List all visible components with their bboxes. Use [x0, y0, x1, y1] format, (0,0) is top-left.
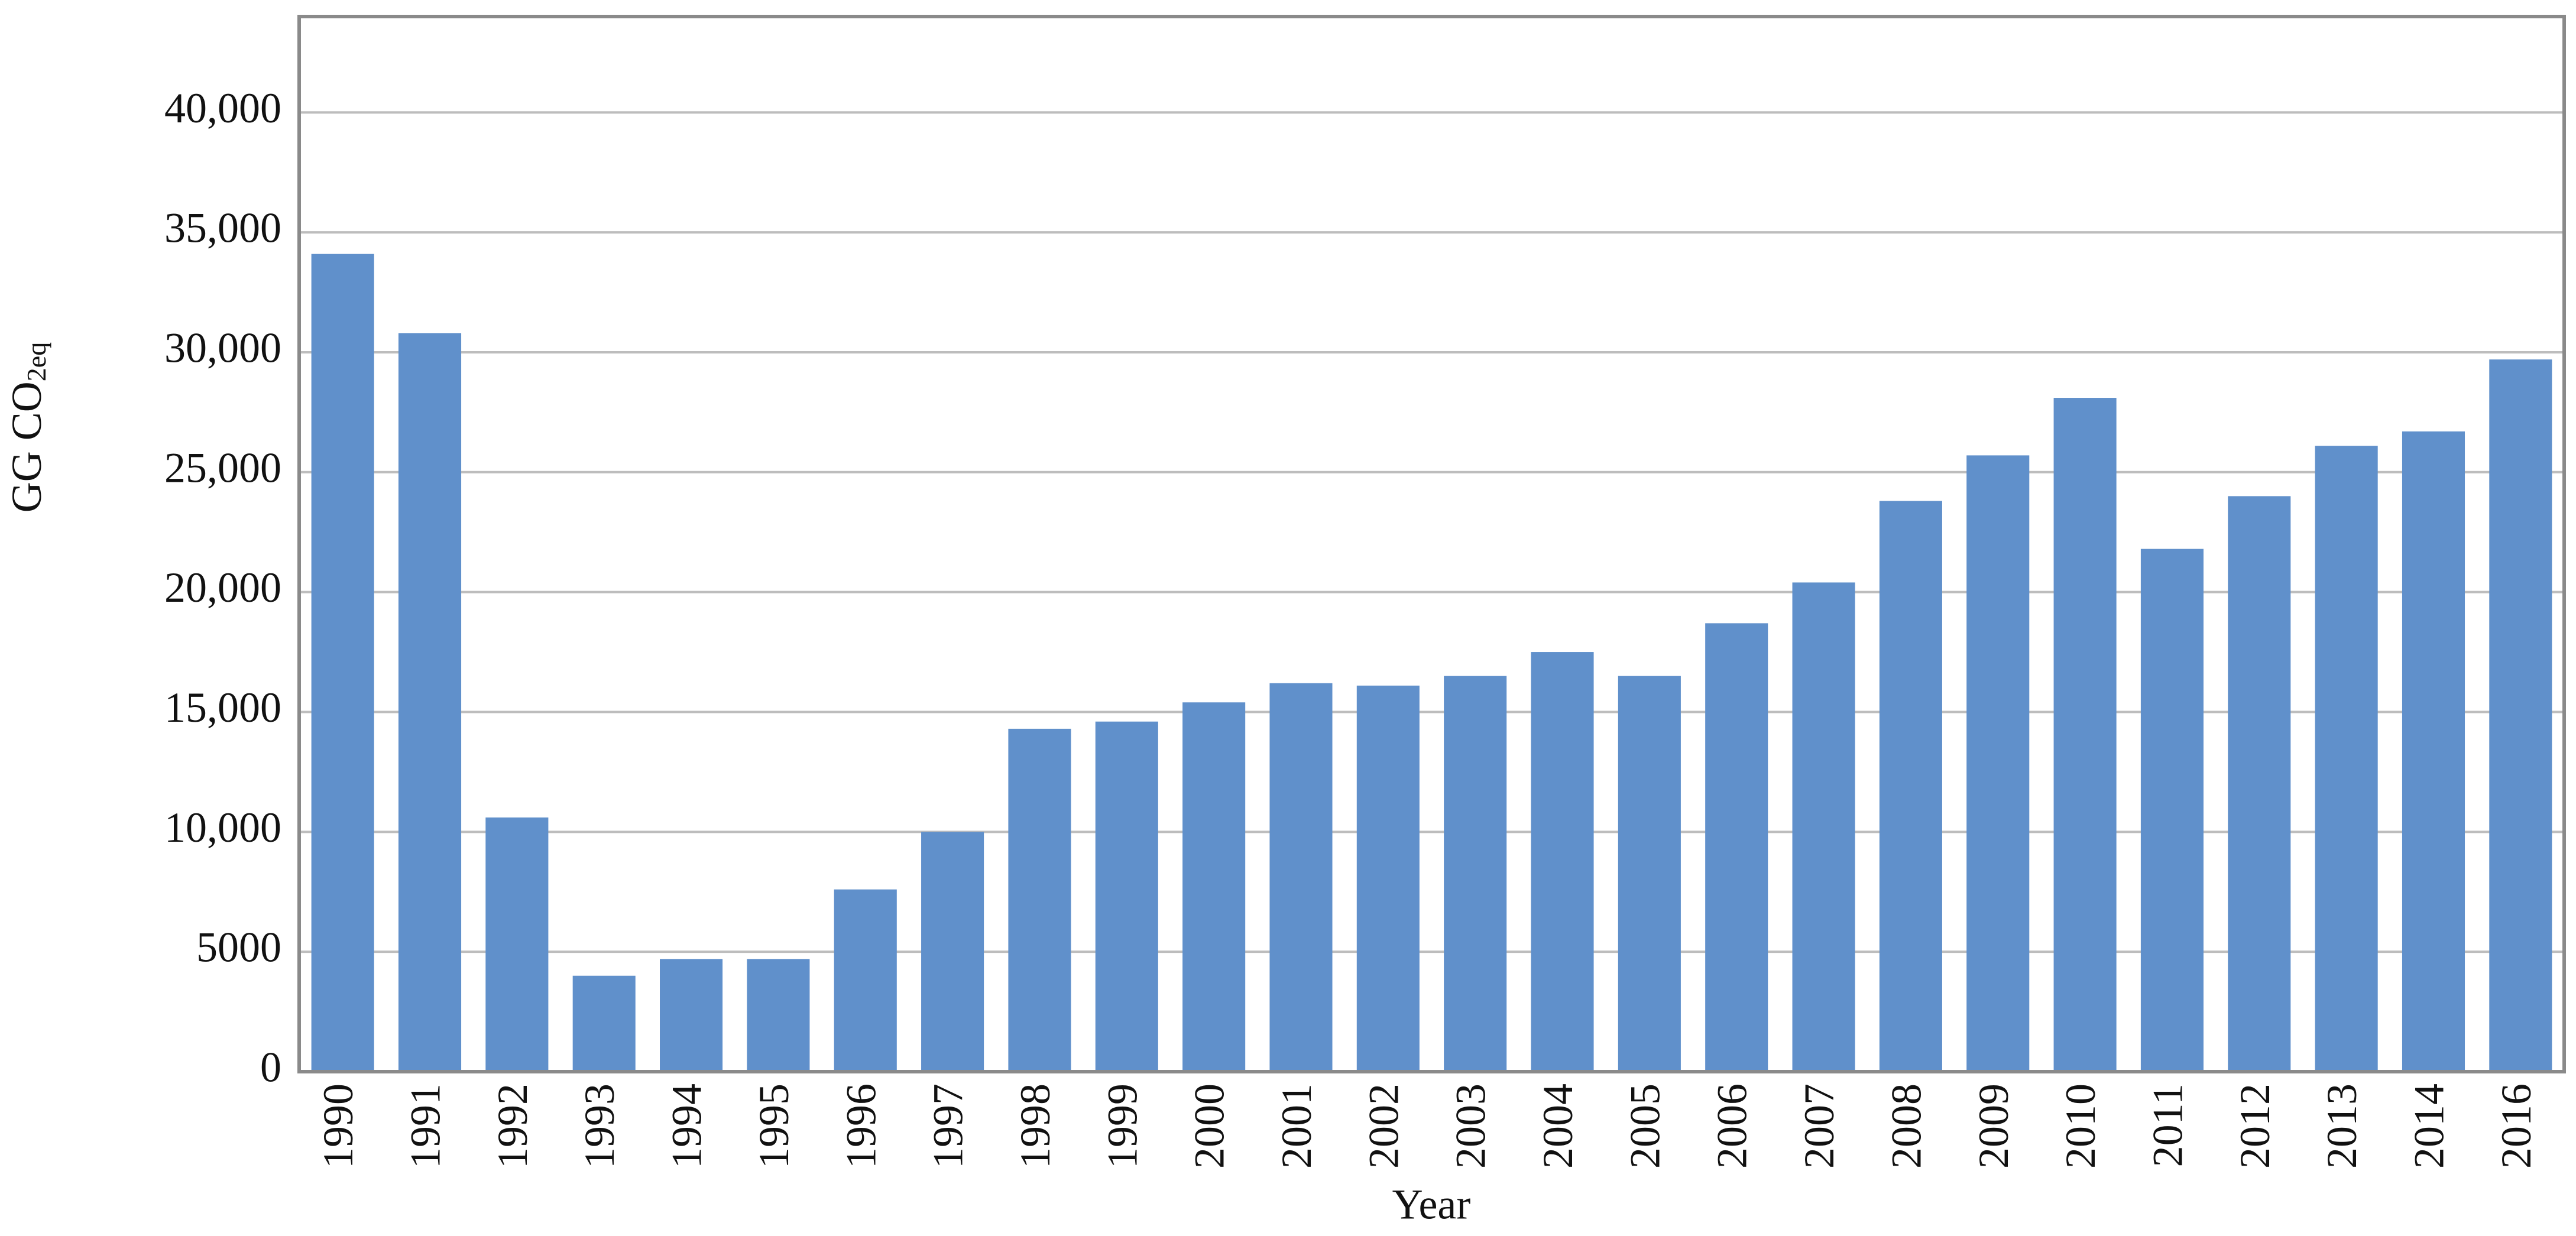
- x-tick-label: 1991: [402, 1083, 449, 1169]
- bar: [921, 832, 984, 1072]
- x-tick-label: 1996: [837, 1083, 884, 1169]
- y-tick-label: 0: [260, 1044, 281, 1091]
- x-tick-label: 1994: [663, 1083, 711, 1169]
- bar: [1531, 652, 1594, 1072]
- x-tick-label: 2002: [1360, 1083, 1407, 1169]
- x-tick-label: 1995: [750, 1083, 798, 1169]
- x-tick-label: 1992: [489, 1083, 536, 1169]
- x-tick-label: 2014: [2405, 1083, 2452, 1169]
- bar: [2053, 398, 2117, 1072]
- bar: [2402, 431, 2465, 1072]
- bar: [1879, 501, 1942, 1072]
- bar: [1356, 685, 1420, 1072]
- bar: [398, 333, 462, 1072]
- bar: [572, 975, 636, 1072]
- y-tick-label: 40,000: [164, 85, 281, 132]
- x-tick-label: 2008: [1882, 1083, 1930, 1169]
- y-tick-label: 35,000: [164, 205, 281, 252]
- y-axis-label: GG CO2eq: [3, 342, 51, 512]
- bar: [1618, 676, 1681, 1072]
- x-axis-label: Year: [1392, 1181, 1471, 1228]
- x-tick-label: 2000: [1186, 1083, 1233, 1169]
- bar: [2489, 359, 2552, 1072]
- bar: [1966, 455, 2030, 1072]
- x-tick-label: 1999: [1099, 1083, 1146, 1169]
- y-tick-label: 5000: [196, 924, 281, 971]
- x-tick-label: 2010: [2057, 1083, 2104, 1169]
- x-tick-label: 2006: [1709, 1083, 1756, 1169]
- x-tick-label: 2012: [2231, 1083, 2279, 1169]
- bar: [834, 889, 897, 1072]
- y-tick-label: 25,000: [164, 444, 281, 491]
- x-tick-label: 2011: [2144, 1083, 2191, 1167]
- bar: [747, 959, 810, 1072]
- x-tick-label: 1998: [1012, 1083, 1059, 1169]
- bar: [1705, 623, 1768, 1072]
- bar: [485, 817, 549, 1072]
- bar: [1095, 721, 1158, 1072]
- y-tick-label: 15,000: [164, 684, 281, 731]
- bar: [1444, 676, 1507, 1072]
- x-tick-label: 1997: [925, 1083, 972, 1169]
- x-tick-label: 2004: [1534, 1083, 1582, 1169]
- bar: [2315, 446, 2378, 1072]
- bar: [2140, 549, 2204, 1072]
- x-tick-label: 2007: [1796, 1083, 1843, 1169]
- plot-frame: [297, 15, 2566, 1073]
- y-tick-label: 30,000: [164, 324, 281, 371]
- x-tick-label: 1993: [576, 1083, 623, 1169]
- y-tick-label: 10,000: [164, 804, 281, 851]
- bar: [1008, 728, 1071, 1072]
- x-tick-label: 2009: [1970, 1083, 2017, 1169]
- x-tick-label: 2016: [2493, 1083, 2540, 1169]
- x-tick-label: 2013: [2318, 1083, 2366, 1169]
- y-axis-label-subscript: 2eq: [21, 342, 51, 381]
- bar: [1182, 702, 1246, 1072]
- bar: [1269, 683, 1333, 1072]
- y-axis-label-text: GG CO: [3, 381, 50, 512]
- x-tick-label: 2001: [1273, 1083, 1320, 1169]
- bar: [2228, 496, 2291, 1072]
- x-tick-label: 2003: [1447, 1083, 1495, 1169]
- x-tick-label: 2005: [1621, 1083, 1668, 1169]
- y-tick-label: 20,000: [164, 564, 281, 611]
- bar: [660, 959, 723, 1072]
- bar: [1792, 582, 1855, 1072]
- bar: [311, 254, 374, 1072]
- x-tick-label: 1990: [315, 1083, 362, 1169]
